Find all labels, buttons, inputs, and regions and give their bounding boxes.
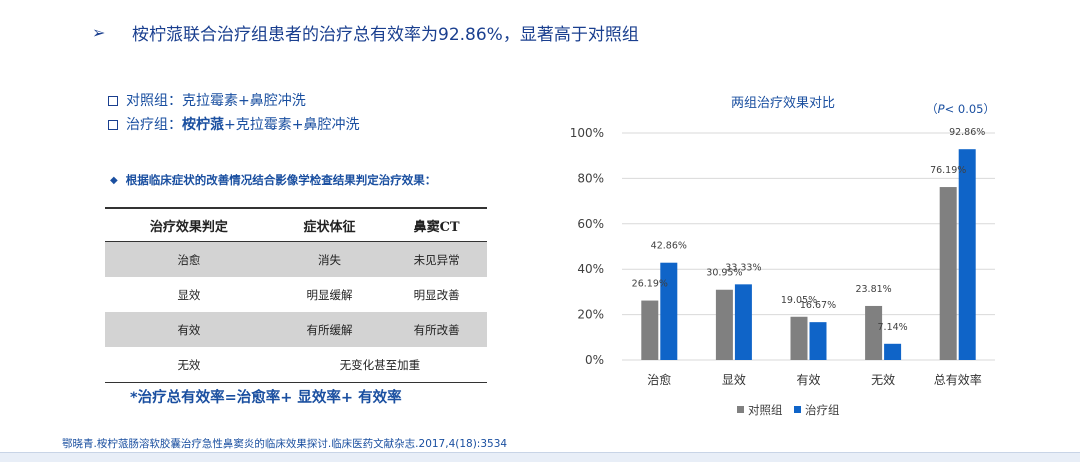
bar-treatment xyxy=(660,262,678,360)
significance-annotation: （P< 0.05） xyxy=(926,102,995,116)
arrow-bullet-icon: ➢ xyxy=(92,23,106,42)
table-row: 有效 有所缓解 有所改善 xyxy=(105,312,487,347)
x-axis-labels: 治愈 显效 有效 无效 总有效率 xyxy=(647,372,981,387)
y-tick-label: 80% xyxy=(577,171,604,185)
chart-title: 两组治疗效果对比 xyxy=(731,96,835,111)
diamond-bullet-icon: ◆ xyxy=(110,174,118,186)
control-group-line: 对照组： 克拉霉素+鼻腔冲洗 xyxy=(108,89,359,113)
criteria-note: ◆ 根据临床症状的改善情况结合影像学检查结果判定治疗效果： xyxy=(110,172,436,188)
checkbox-square-icon xyxy=(108,120,118,130)
reference-citation: 鄂晓青.桉柠蒎肠溶软胶囊治疗急性鼻窦炎的临床效果探讨.临床医药文献杂志.2017… xyxy=(62,438,508,450)
legend-label: 对照组 xyxy=(748,403,783,417)
bottom-divider xyxy=(0,452,1080,462)
data-label: 30.95% xyxy=(706,268,742,279)
table-header-row: 治疗效果判定 症状体征 鼻窦CT xyxy=(105,207,487,242)
annotation-suffix: < 0.05） xyxy=(945,102,995,116)
table-cell: 无效 xyxy=(105,347,273,383)
value-labels: 26.19% 42.86% 30.95%33.33% 19.05%16.67% 23.8… xyxy=(632,127,986,333)
treatment-group-desc: +克拉霉素+鼻腔冲洗 xyxy=(224,117,360,133)
table-header: 治疗效果判定 xyxy=(105,207,273,242)
table-cell: 消失 xyxy=(272,241,387,277)
legend-label: 治疗组 xyxy=(805,403,840,417)
data-label: 7.14% xyxy=(878,322,908,333)
y-tick-label: 20% xyxy=(577,308,604,322)
table-cell: 有所改善 xyxy=(386,312,487,347)
x-tick-label: 有效 xyxy=(796,372,820,387)
legend-swatch xyxy=(737,406,744,413)
y-tick-label: 60% xyxy=(577,217,604,231)
table-cell: 无变化甚至加重 xyxy=(272,347,487,383)
bar-control xyxy=(790,316,808,360)
x-tick-label: 无效 xyxy=(871,372,895,387)
bars xyxy=(641,149,976,360)
data-label: 26.19% xyxy=(632,279,668,290)
x-tick-label: 治愈 xyxy=(647,372,671,387)
data-label: 92.86% xyxy=(949,127,985,138)
bar-treatment xyxy=(884,343,902,360)
bar-control xyxy=(865,305,883,360)
treatment-group-label: 治疗组： xyxy=(126,117,182,133)
y-tick-label: 100% xyxy=(570,126,604,140)
table-cell: 未见异常 xyxy=(386,241,487,277)
table-cell: 治愈 xyxy=(105,241,273,277)
annotation-p: P xyxy=(938,102,945,116)
group-definitions: 对照组： 克拉霉素+鼻腔冲洗 治疗组： 桉柠蒎 +克拉霉素+鼻腔冲洗 xyxy=(108,89,359,137)
legend-swatch xyxy=(794,406,801,413)
page-title: ➢ 桉柠蒎联合治疗组患者的治疗总有效率为92.86%，显著高于对照组 xyxy=(92,20,639,45)
grid-lines xyxy=(622,132,995,361)
efficacy-formula: *治疗总有效率=治愈率+ 显效率+ 有效率 xyxy=(130,390,402,406)
treatment-group-line: 治疗组： 桉柠蒎 +克拉霉素+鼻腔冲洗 xyxy=(108,113,359,137)
checkbox-square-icon xyxy=(108,96,118,106)
data-label: 33.33% xyxy=(725,262,761,273)
control-group-desc: 克拉霉素+鼻腔冲洗 xyxy=(182,93,306,109)
treatment-drug-name: 桉柠蒎 xyxy=(182,117,224,133)
y-axis-labels: 0% 20% 40% 60% 80% 100% xyxy=(570,126,604,367)
table-row: 无效 无变化甚至加重 xyxy=(105,347,487,383)
x-tick-label: 总有效率 xyxy=(934,372,982,387)
bar-treatment xyxy=(958,149,976,360)
data-label: 76.19% xyxy=(930,165,966,176)
table-cell: 有效 xyxy=(105,312,273,347)
y-tick-label: 40% xyxy=(577,262,604,276)
criteria-table: 治疗效果判定 症状体征 鼻窦CT 治愈 消失 未见异常 显效 明显缓解 明显改善… xyxy=(105,207,487,383)
bar-control xyxy=(641,300,659,360)
table-cell: 有所缓解 xyxy=(272,312,387,347)
table-row: 治愈 消失 未见异常 xyxy=(105,241,487,277)
bar-control xyxy=(939,187,957,360)
table-cell: 显效 xyxy=(177,287,201,302)
annotation-prefix: （ xyxy=(926,102,938,116)
table-cell: 明显改善 xyxy=(413,287,460,302)
bar-treatment xyxy=(809,322,827,360)
table-header: 症状体征 xyxy=(272,207,387,242)
control-group-label: 对照组： xyxy=(126,93,182,109)
bar-treatment xyxy=(734,284,752,360)
y-tick-label: 0% xyxy=(585,353,604,367)
table-header: 鼻窦CT xyxy=(386,207,487,242)
data-label: 19.05% xyxy=(781,295,817,306)
data-label: 42.86% xyxy=(651,241,687,252)
data-label: 23.81% xyxy=(855,284,891,295)
bar-control xyxy=(715,289,733,360)
table-row: 显效 明显缓解 明显改善 xyxy=(105,277,487,312)
legend: 对照组 治疗组 xyxy=(737,403,840,417)
criteria-note-text: 根据临床症状的改善情况结合影像学检查结果判定治疗效果： xyxy=(125,173,437,187)
data-label: 16.67% xyxy=(800,300,836,311)
efficacy-bar-chart: 两组治疗效果对比 （P< 0.05） 0% 20% 40% 60% 80% 100% 26… xyxy=(570,96,995,417)
x-tick-label: 显效 xyxy=(722,372,746,387)
page-title-text: 桉柠蒎联合治疗组患者的治疗总有效率为92.86%，显著高于对照组 xyxy=(132,25,639,45)
table-cell: 明显缓解 xyxy=(306,287,353,302)
